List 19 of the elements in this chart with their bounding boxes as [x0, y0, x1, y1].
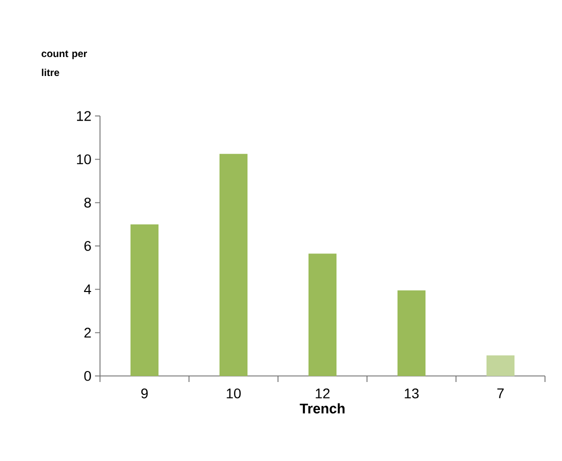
x-tick-label: 10 — [226, 388, 241, 398]
bar — [220, 154, 248, 376]
bar — [486, 355, 514, 376]
y-axis-title: count per litre — [42, 50, 88, 76]
y-tick-label: 10 — [77, 154, 91, 164]
y-tick-label: 8 — [84, 198, 91, 208]
x-tick-label: 13 — [404, 388, 419, 398]
x-tick-label: 9 — [141, 388, 148, 398]
x-axis-title: Trench — [300, 403, 345, 414]
y-tick-label: 2 — [84, 328, 91, 338]
x-tick-label: 7 — [497, 388, 504, 398]
bar — [130, 224, 159, 376]
x-tick-label: 12 — [316, 388, 330, 398]
y-tick-label: 6 — [84, 241, 91, 251]
bar — [308, 254, 337, 376]
bar — [398, 290, 426, 376]
y-tick-label: 0 — [84, 371, 91, 381]
y-tick-label: 12 — [77, 111, 91, 121]
y-tick-label: 4 — [84, 284, 92, 294]
